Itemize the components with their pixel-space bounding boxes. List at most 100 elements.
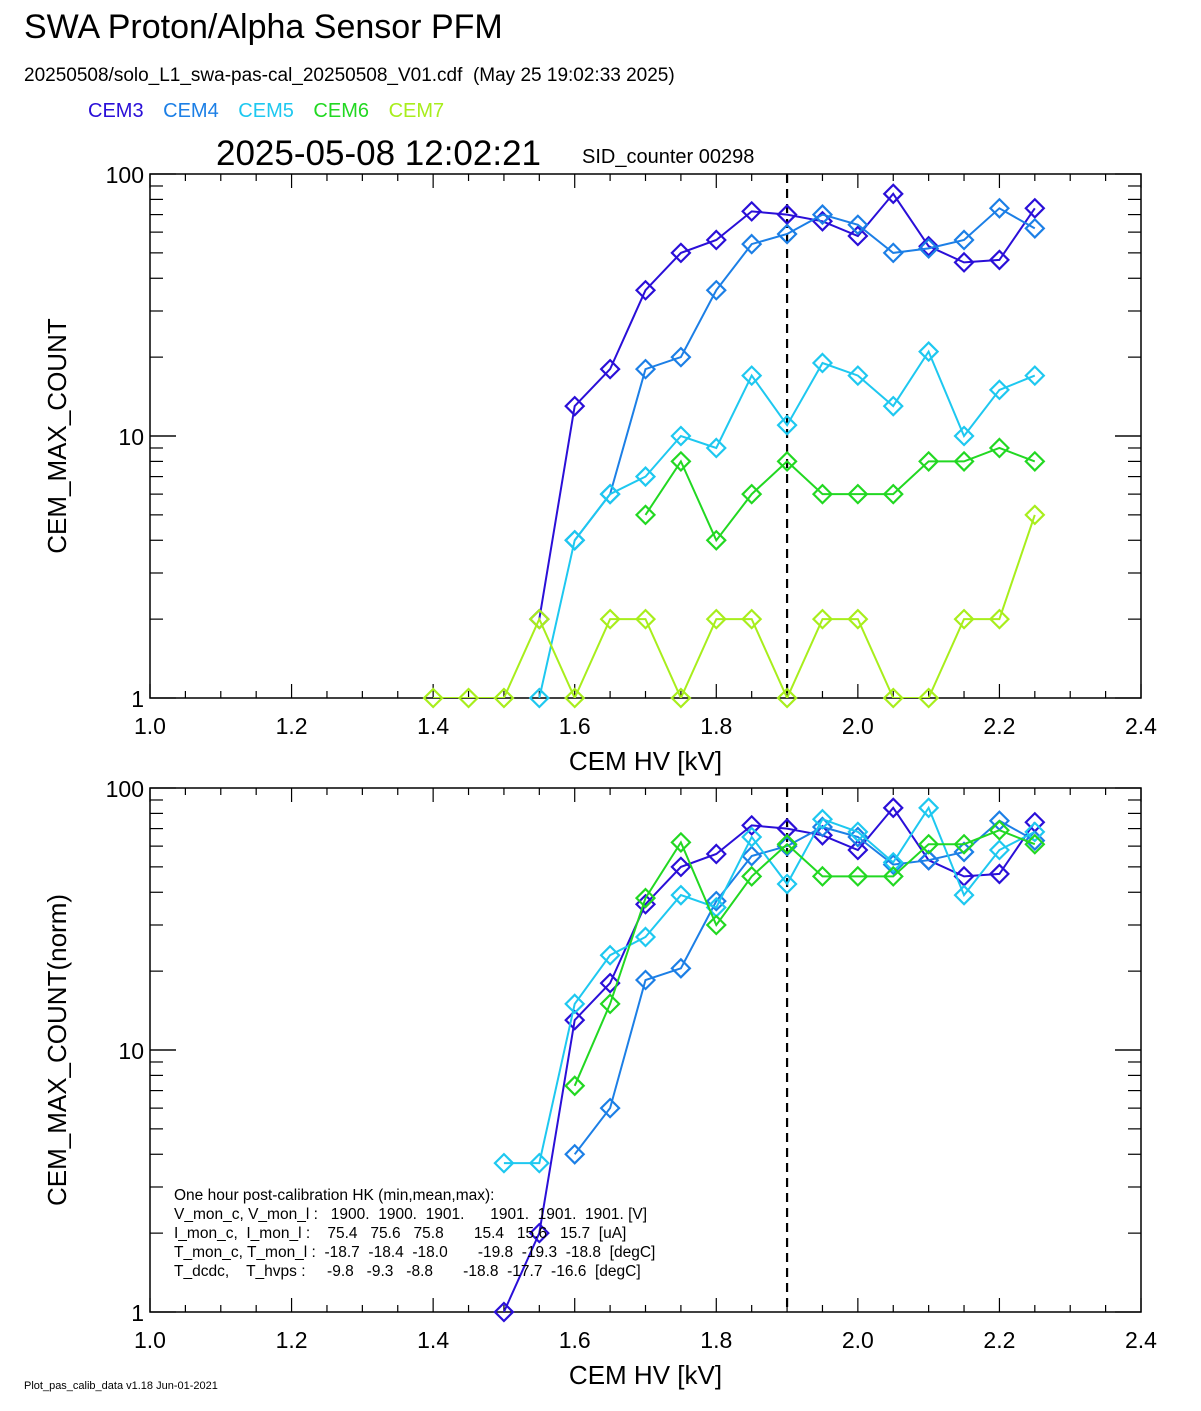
legend: CEM3 CEM4 CEM5 CEM6 CEM7 <box>88 100 458 123</box>
legend-cem7: CEM7 <box>388 100 445 122</box>
chart-title: SWA Proton/Alpha Sensor PFM <box>24 8 503 46</box>
panel2-point-cem6 <box>811 865 834 887</box>
panel1-xtick-label: 1.4 <box>417 713 449 739</box>
panel2-point-cem4 <box>564 1143 586 1165</box>
panel1-point-cem6 <box>882 483 904 505</box>
panel2-point-cem3 <box>741 814 763 836</box>
panel2-point-cem5 <box>670 884 692 906</box>
panel2-point-cem5 <box>528 1152 550 1174</box>
panel2-xtick-label: 1.6 <box>559 1327 591 1353</box>
panel1-point-cem5 <box>670 425 692 447</box>
panel2-point-cem5 <box>634 926 657 948</box>
panel2-point-cem5 <box>811 808 834 830</box>
panel2-point-cem5 <box>882 851 904 873</box>
panel2-xtick-label: 2.2 <box>983 1327 1015 1353</box>
panel2-point-cem4 <box>599 1097 621 1119</box>
panel2-point-cem4 <box>953 841 975 863</box>
panel1-point-cem3 <box>1024 197 1046 219</box>
panel1-point-cem3 <box>882 183 904 205</box>
panel1-point-cem6 <box>670 450 692 472</box>
legend-cem6: CEM6 <box>313 100 369 122</box>
panel1-point-cem6 <box>741 483 763 505</box>
panel2-ytick-label: 10 <box>118 1038 144 1064</box>
panel1-point-cem3 <box>847 225 869 247</box>
panel1-point-cem3 <box>988 249 1010 271</box>
panel2-xtick-label: 1.8 <box>700 1327 732 1353</box>
panel1-ytick-label: 100 <box>106 162 144 188</box>
panel1-series-cem7-line <box>433 514 1036 698</box>
panel1-point-cem4 <box>634 358 657 380</box>
panel2-point-cem6 <box>670 831 692 853</box>
panel1-point-cem5 <box>847 365 869 387</box>
panel2-point-cem5 <box>599 944 621 966</box>
hk-line-vmon: V_mon_c, V_mon_l : 1900. 1900. 1901. 190… <box>174 1206 648 1223</box>
panel1-series-cem3-line <box>538 192 1036 620</box>
legend-cem5: CEM5 <box>238 100 294 122</box>
panel1-point-cem4 <box>988 197 1010 219</box>
panel2-point-cem5 <box>1024 821 1046 843</box>
panel2-point-cem6 <box>741 865 763 887</box>
panel2-ylabel: CEM_MAX_COUNT(norm) <box>42 894 72 1206</box>
panel1-xtick-label: 1.0 <box>134 713 166 739</box>
panel1-series-cem6-line <box>644 446 1036 543</box>
panel2-point-cem6 <box>988 819 1010 841</box>
panel2-point-cem5 <box>493 1152 515 1174</box>
panel1-point-cem5 <box>564 529 586 551</box>
panel1-point-cem7 <box>493 687 515 709</box>
legend-cem4: CEM4 <box>163 100 219 122</box>
panel1-point-cem6 <box>776 450 798 472</box>
panel2-point-cem3 <box>493 1301 515 1323</box>
panel2-ytick-label: 1 <box>131 1300 144 1326</box>
panel1-point-cem4 <box>918 237 940 259</box>
panel1-point-cem7 <box>988 608 1010 630</box>
panel1-series-cem4-line <box>573 207 1036 541</box>
panel1-xtick-label: 1.8 <box>700 713 732 739</box>
panel2-point-cem3 <box>988 863 1010 885</box>
panel2-xtick-label: 1.4 <box>417 1327 449 1353</box>
panel1-point-cem3 <box>670 242 692 264</box>
panel2-point-cem6 <box>1024 833 1046 855</box>
panel1-xtick-label: 1.6 <box>559 713 591 739</box>
panel2-ytick-label: 100 <box>106 776 144 802</box>
panel1-point-cem7 <box>705 608 727 630</box>
panel1-xtick-label: 2.2 <box>983 713 1015 739</box>
panel2-point-cem4 <box>776 835 798 857</box>
sid-counter: SID_counter 00298 <box>582 146 755 168</box>
panel2-point-cem3 <box>599 972 621 994</box>
panel1-point-cem5 <box>705 437 727 459</box>
panel1-point-cem4 <box>811 204 834 226</box>
panel2-point-cem4 <box>705 890 727 912</box>
panel1-point-cem4 <box>953 229 975 251</box>
panel1-point-cem7 <box>634 608 657 630</box>
panel2-point-cem6 <box>564 1075 586 1097</box>
panel2-point-cem5 <box>988 839 1010 861</box>
panel1-point-cem5 <box>811 352 834 374</box>
panel1-point-cem4 <box>741 233 763 255</box>
panel2-xtick-label: 1.2 <box>276 1327 308 1353</box>
panel1-ytick-label: 10 <box>118 424 144 450</box>
panel2-point-cem4 <box>741 845 763 867</box>
panel1-point-cem6 <box>1024 450 1046 472</box>
panel1-point-cem5 <box>741 365 763 387</box>
panel2-point-cem3 <box>882 797 904 819</box>
panel1-point-cem4 <box>776 223 798 245</box>
panel1-point-cem5 <box>634 466 657 488</box>
panel1-point-cem4 <box>705 279 727 301</box>
panel2-point-cem6 <box>918 833 940 855</box>
panel1-point-cem5 <box>882 395 904 417</box>
panel2-series-cem6-line <box>573 829 1036 1087</box>
panel1-point-cem3 <box>953 251 975 273</box>
panel2-point-cem6 <box>953 833 975 855</box>
panel1-point-cem3 <box>741 200 763 222</box>
panel1-point-cem4 <box>847 214 869 236</box>
panel1-point-cem5 <box>953 425 975 447</box>
panel1-ylabel: CEM_MAX_COUNT <box>42 318 72 554</box>
panel2-series-cem3-line <box>502 806 1036 1312</box>
panel2-point-cem5 <box>918 797 940 819</box>
panel1-point-cem5 <box>1024 365 1046 387</box>
panel1-xtick-label: 2.4 <box>1125 713 1157 739</box>
panel1-point-cem7 <box>918 687 940 709</box>
file-subtitle: 20250508/solo_L1_swa-pas-cal_20250508_V0… <box>24 65 675 86</box>
hk-line-header: One hour post-calibration HK (min,mean,m… <box>174 1187 495 1204</box>
